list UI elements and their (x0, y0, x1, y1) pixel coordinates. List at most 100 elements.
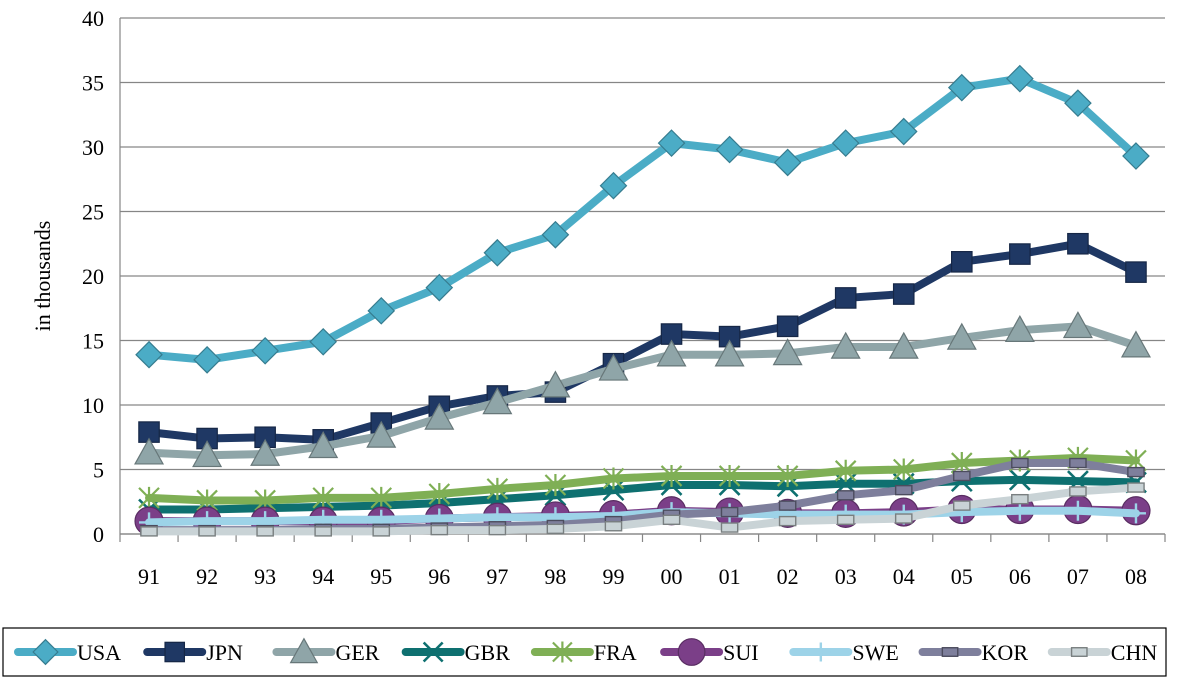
legend-item-kor: KOR (918, 640, 1029, 665)
data-point-usa-02 (773, 148, 802, 177)
data-point-fra-91 (138, 486, 160, 509)
legend-item-sui: SUI (660, 638, 759, 666)
series-line-chn (145, 483, 1140, 536)
series-chn (140, 482, 1145, 537)
legend-label: USA (77, 640, 121, 665)
data-point-fra-97 (486, 477, 509, 500)
legend: USA JPN GER GBR FRA SUI SWE KOR CHN (2, 627, 1167, 677)
data-point-ger-02 (772, 338, 803, 366)
data-point-fra-03 (834, 459, 857, 482)
x-tick-label: 01 (719, 564, 741, 589)
data-point-jpn-02 (776, 315, 799, 338)
data-point-ger-95 (366, 420, 397, 448)
x-tick-label: 93 (254, 564, 276, 589)
data-point-usa-04 (889, 117, 918, 146)
data-point-usa-93 (251, 336, 279, 365)
y-tick-label: 40 (82, 6, 104, 31)
data-point-chn-05 (953, 500, 971, 511)
legend-label: FRA (594, 640, 637, 665)
legend-label: CHN (1111, 640, 1158, 665)
series-group (134, 64, 1151, 537)
legend-swatch-marker (552, 641, 573, 663)
x-tick-label: 00 (661, 564, 683, 589)
data-point-jpn-08 (1125, 261, 1147, 283)
series-line-usa (145, 74, 1140, 364)
data-point-ger-92 (192, 440, 223, 468)
data-point-usa-03 (831, 129, 860, 157)
legend-label: GBR (465, 640, 511, 665)
data-point-gbr-99 (602, 479, 625, 502)
legend-label: SUI (723, 640, 758, 665)
y-tick-label: 5 (93, 458, 104, 483)
data-point-ger-98 (540, 370, 571, 398)
data-point-ger-01 (714, 339, 745, 367)
legend-swatch-marker (289, 637, 319, 664)
data-point-ger-05 (946, 322, 977, 350)
data-point-chn-98 (546, 523, 565, 535)
x-tick-label: 92 (196, 564, 218, 589)
data-point-fra-96 (428, 483, 451, 506)
legend-swatch-marker (941, 647, 959, 657)
data-point-fra-05 (951, 452, 973, 475)
data-point-jpn-07 (1067, 232, 1089, 255)
data-point-ger-94 (308, 431, 339, 459)
legend-item-ger: GER (272, 637, 380, 665)
series-ger (134, 311, 1151, 468)
x-tick-label: 91 (138, 564, 160, 589)
y-tick-label: 20 (82, 264, 104, 289)
data-point-fra-01 (718, 464, 741, 487)
data-point-kor-02 (778, 500, 797, 511)
data-point-ger-07 (1062, 311, 1093, 339)
x-tick-label: 08 (1125, 564, 1147, 589)
data-point-ger-96 (424, 402, 455, 430)
legend-swatch-marker (422, 641, 444, 663)
data-point-usa-01 (715, 135, 744, 164)
data-point-usa-98 (541, 220, 570, 249)
data-point-fra-00 (660, 464, 683, 487)
data-point-usa-05 (947, 73, 976, 102)
data-point-usa-06 (1006, 64, 1034, 93)
data-point-chn-97 (488, 524, 507, 536)
data-point-chn-96 (430, 524, 449, 536)
x-tick-label: 04 (893, 564, 915, 589)
data-point-fra-99 (602, 467, 625, 490)
data-point-jpn-05 (951, 251, 973, 273)
data-point-ger-91 (134, 437, 165, 465)
data-point-jpn-04 (892, 283, 915, 305)
data-point-chn-95 (372, 526, 391, 537)
data-point-usa-92 (193, 346, 221, 374)
data-point-usa-08 (1122, 142, 1150, 170)
gridlines (120, 17, 1165, 535)
x-tick-label: 07 (1067, 564, 1089, 589)
x-tick-label: 98 (544, 564, 566, 589)
y-tick-label: 15 (82, 329, 104, 354)
data-point-usa-95 (367, 296, 396, 325)
data-point-kor-01 (720, 506, 739, 518)
legend-label: KOR (982, 640, 1029, 665)
data-point-chn-93 (256, 526, 274, 537)
data-point-kor-07 (1069, 457, 1087, 469)
x-tick-label: 95 (370, 564, 392, 589)
data-point-kor-04 (894, 484, 913, 496)
legend-swatch-marker (811, 642, 831, 662)
data-point-kor-08 (1127, 466, 1145, 478)
series-line-ger (145, 322, 1140, 460)
y-axis-title: in thousands (30, 221, 55, 332)
data-point-chn-08 (1127, 482, 1145, 493)
x-tick-label: 96 (428, 564, 450, 589)
x-tick-label: 02 (777, 564, 799, 589)
data-point-chn-92 (198, 526, 216, 537)
legend-label: GER (335, 640, 379, 665)
y-tick-label: 25 (82, 200, 104, 225)
data-point-usa-91 (135, 340, 163, 369)
x-tick-label: 06 (1009, 564, 1031, 589)
data-point-jpn-03 (834, 287, 857, 309)
legend-item-gbr: GBR (401, 640, 511, 665)
legend-item-jpn: JPN (143, 640, 243, 665)
x-tick-label: 97 (486, 564, 508, 589)
data-point-fra-02 (776, 464, 799, 487)
data-point-swe-08 (1125, 503, 1146, 524)
legend-item-swe: SWE (789, 640, 899, 665)
x-tick-label: 05 (951, 564, 973, 589)
